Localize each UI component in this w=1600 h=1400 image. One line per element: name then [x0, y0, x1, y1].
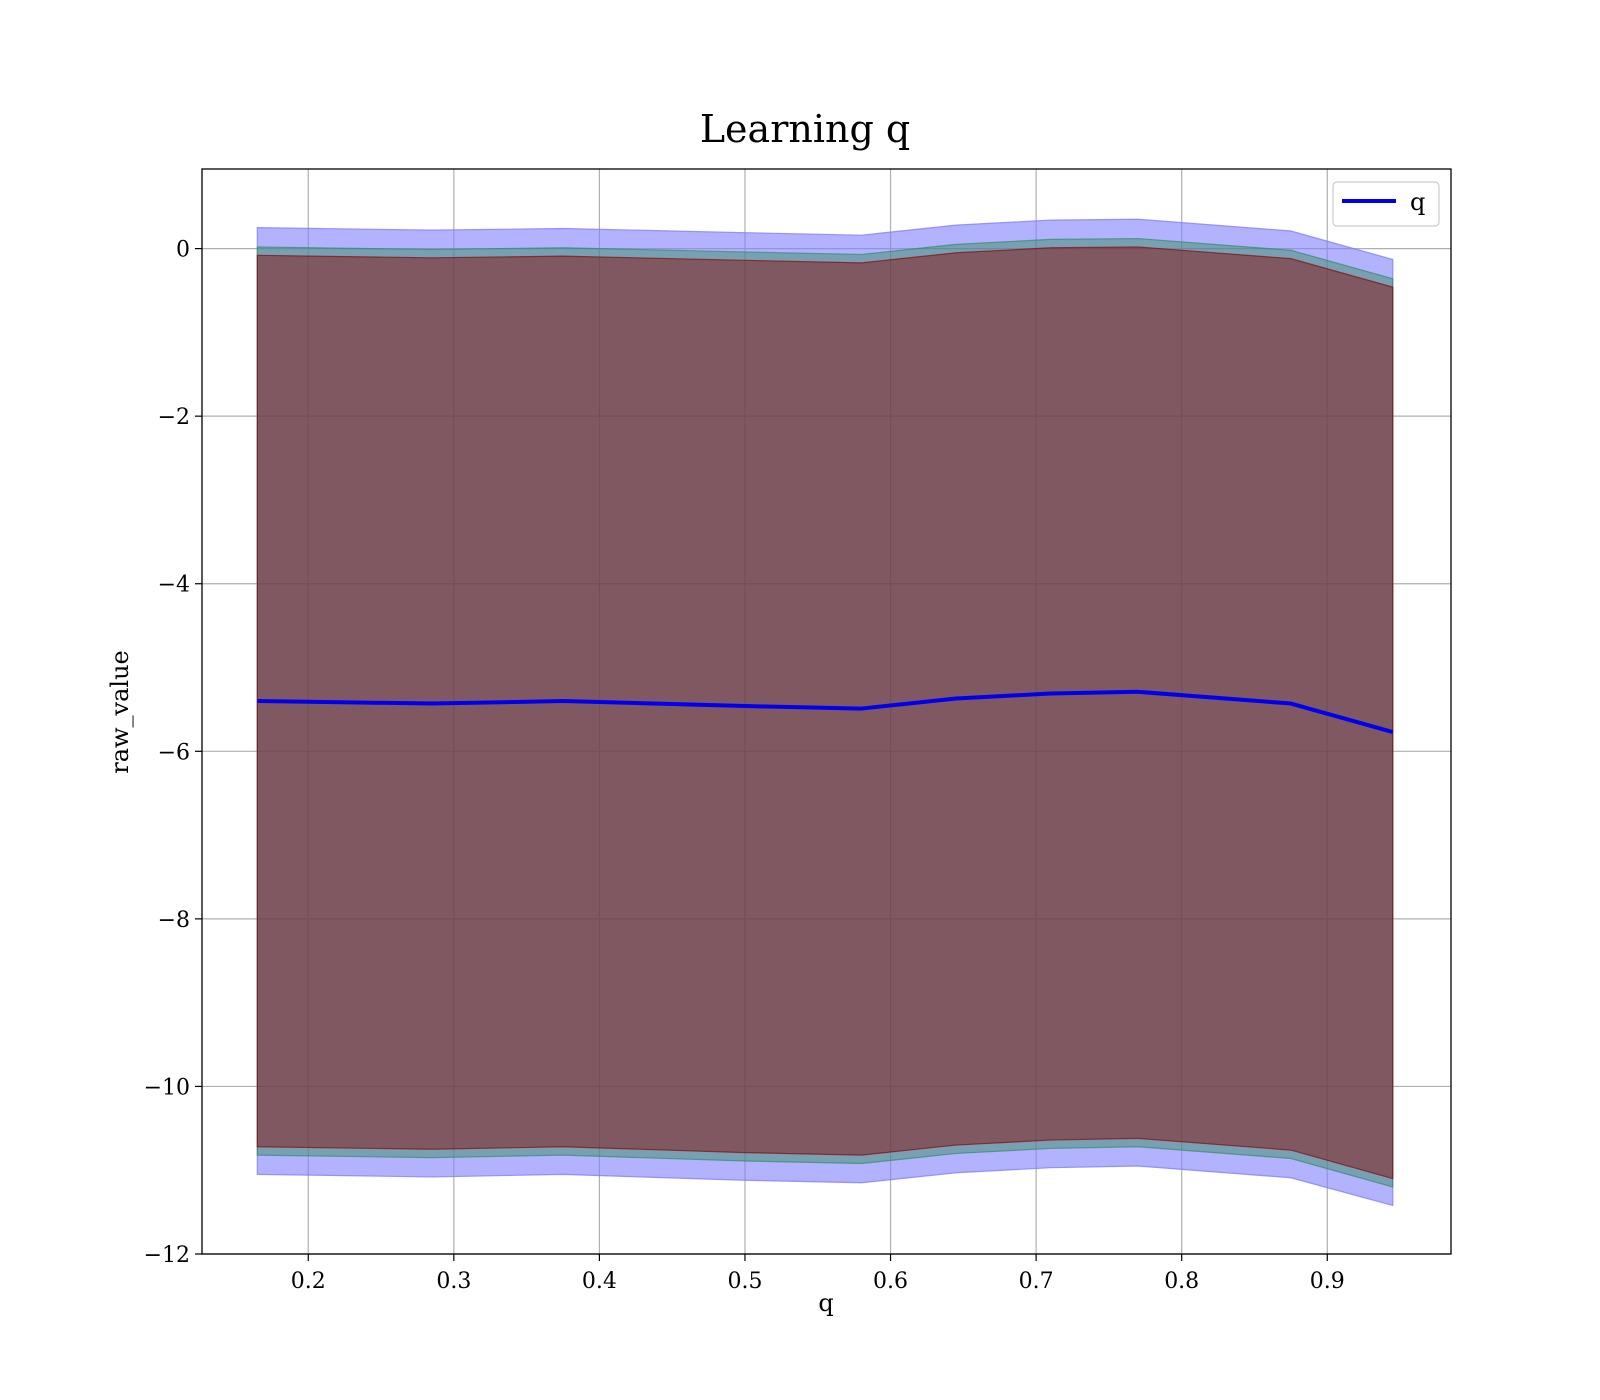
chart-title: Learning q [700, 107, 910, 151]
legend-label-q: q [1410, 188, 1425, 216]
x-tick-label: 0.7 [1019, 1269, 1054, 1294]
series-lines [257, 689, 1394, 734]
x-tick-label: 0.8 [1164, 1269, 1199, 1294]
plot-frame [201, 168, 1452, 1255]
legend: q [1332, 181, 1440, 227]
x-tick-label: 0.2 [291, 1269, 326, 1294]
y-tick-label: −8 [158, 908, 190, 933]
y-tick-label: −2 [158, 405, 190, 430]
x-axis-ticks: 0.2 0.3 0.4 0.5 0.6 0.7 0.8 0.9 [291, 1254, 1345, 1294]
y-tick-label: −10 [144, 1075, 190, 1100]
series-line-q [257, 689, 1394, 734]
x-tick-label: 0.9 [1310, 1269, 1345, 1294]
y-tick-label: 0 [176, 238, 190, 263]
y-tick-label: −4 [158, 573, 190, 598]
x-tick-label: 0.6 [873, 1269, 908, 1294]
x-tick-label: 0.4 [582, 1269, 617, 1294]
legend-box [1332, 181, 1440, 227]
confidence-band-2 [256, 237, 1394, 1188]
confidence-band-1 [256, 218, 1394, 1207]
x-tick-label: 0.5 [727, 1269, 762, 1294]
y-axis-ticks: 0 −2 −4 −6 −8 −10 −12 [144, 238, 202, 1268]
y-axis-label: raw_value [106, 650, 134, 774]
x-axis-label: q [818, 1289, 833, 1317]
y-tick-label: −12 [144, 1243, 190, 1268]
confidence-band-3 [256, 246, 1394, 1180]
y-tick-label: −6 [158, 740, 190, 765]
confidence-bands [256, 218, 1394, 1207]
x-tick-label: 0.3 [436, 1269, 471, 1294]
